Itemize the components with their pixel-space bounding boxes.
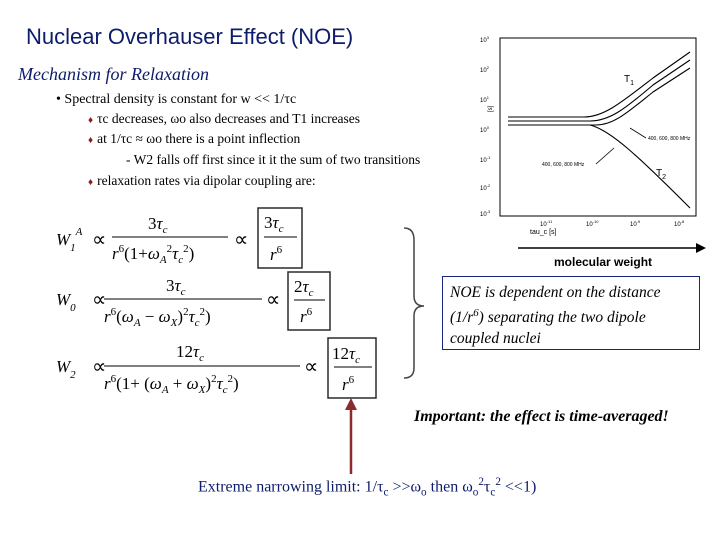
w1-short-numerator: 3τc xyxy=(264,213,284,235)
w1-label: W1A xyxy=(56,226,83,254)
subbullet-3: - W2 falls off first since it it the sum… xyxy=(126,152,420,168)
t1-label: T1 xyxy=(624,74,634,87)
w0-prop-2: ∝ xyxy=(266,289,280,311)
y-tick-2: 102 xyxy=(480,65,490,74)
freq-label-2: 400, 600, 800 MHz xyxy=(542,162,585,168)
noe-note-text: NOE is dependent on the distance (1/r6) … xyxy=(450,284,661,348)
w0-short-denominator: r6 xyxy=(300,306,313,326)
t1-curve-2 xyxy=(508,59,691,122)
w1-short-denominator: r6 xyxy=(270,244,283,264)
t1-curve-3 xyxy=(508,51,691,118)
molecular-weight-arrowhead-icon xyxy=(696,243,706,253)
y-axis-label: [s] xyxy=(488,105,494,112)
subbullet-2-text: at 1/τc ≈ ωo there is a point inflection xyxy=(97,131,301,146)
curly-brace xyxy=(403,227,425,379)
y-tick-6: 10-2 xyxy=(480,183,491,192)
subbullet-2: ♦ at 1/τc ≈ ωo there is a point inflectio… xyxy=(88,131,300,147)
w2-prop-2: ∝ xyxy=(304,356,318,378)
diamond-bullet-icon: ♦ xyxy=(88,177,94,188)
w0-label: W0 xyxy=(56,290,76,314)
y-tick-7: 10-3 xyxy=(480,209,491,218)
x-tick-3: 10-9 xyxy=(630,219,641,228)
arrow-head-icon xyxy=(345,398,357,410)
x-axis-label: tau_c [s] xyxy=(530,229,557,236)
w2-short-denominator: r6 xyxy=(342,374,355,394)
freq-label-1: 400, 600, 800 MHz xyxy=(648,136,691,142)
diamond-bullet-icon: ♦ xyxy=(88,135,94,146)
t1-curve-1 xyxy=(508,67,691,126)
subbullet-1-text: τc decreases, ωo also decreases and T1 i… xyxy=(97,111,361,126)
y-tick-3: 101 xyxy=(480,95,490,104)
w1-prop-2: ∝ xyxy=(234,229,248,251)
section-subtitle: Mechanism for Relaxation xyxy=(18,64,209,84)
w2-short-numerator: 12τc xyxy=(332,344,360,366)
subbullet-3-text: - W2 falls off first since it it the sum… xyxy=(126,152,421,167)
t2-curve xyxy=(508,124,691,209)
y-tick-1: 103 xyxy=(480,35,490,44)
x-tick-2: 10-10 xyxy=(586,219,599,228)
w0-prop: ∝ xyxy=(92,289,106,311)
diamond-bullet-icon: ♦ xyxy=(88,115,94,126)
x-tick-4: 10-8 xyxy=(674,219,685,228)
w1-denominator: r6(1+ωA2τc2) xyxy=(112,243,194,266)
y-tick-5: 10-1 xyxy=(480,155,491,164)
subbullet-4-text: relaxation rates via dipolar coupling ar… xyxy=(97,173,316,188)
important-note: Important: the effect is time-averaged! xyxy=(414,408,669,425)
y-tick-4: 100 xyxy=(480,125,490,134)
w1-prop: ∝ xyxy=(92,229,106,251)
page-title: Nuclear Overhauser Effect (NOE) xyxy=(26,24,354,49)
w0-short-numerator: 2τc xyxy=(294,277,314,299)
t2-label: T2 xyxy=(656,168,666,181)
w2-label: W2 xyxy=(56,357,76,381)
w0-denominator: r6(ωA − ωX)2τc2) xyxy=(104,306,211,329)
w0-numerator: 3τc xyxy=(166,276,186,298)
subbullet-4: ♦ relaxation rates via dipolar coupling a… xyxy=(88,173,316,189)
relaxation-time-figure: 103 102 101 100 10-1 10-2 10-3 [s] 10-11… xyxy=(480,35,706,269)
molecular-weight-label: molecular weight xyxy=(554,255,652,269)
w2-prop: ∝ xyxy=(92,356,106,378)
noe-note-box: NOE is dependent on the distance (1/r6) … xyxy=(442,276,700,350)
extreme-narrowing-limit: Extreme narrowing limit: 1/τc >>ωo then … xyxy=(198,476,537,499)
w2-denominator: r6(1+ (ωA + ωX)2τc2) xyxy=(104,373,239,396)
w2-numerator: 12τc xyxy=(176,342,204,364)
bullet-spectral-density: • Spectral density is constant for w << … xyxy=(56,92,297,107)
subbullet-1: ♦ τc decreases, ωo also decreases and T1 … xyxy=(88,111,360,127)
w1-numerator: 3τc xyxy=(148,214,168,236)
x-tick-1: 10-11 xyxy=(540,219,553,228)
